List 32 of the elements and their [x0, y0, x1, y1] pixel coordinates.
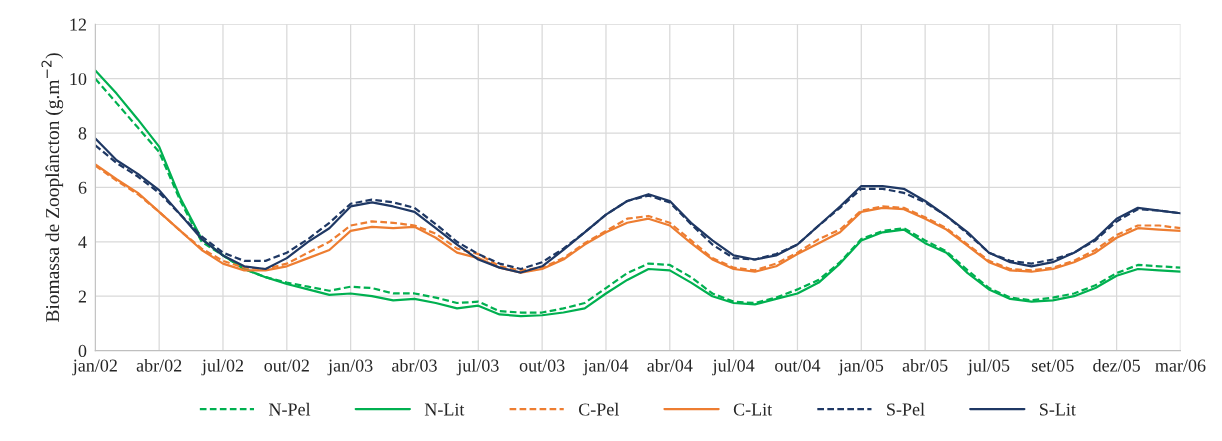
x-tick-label: jul/03: [456, 358, 499, 376]
y-tick-label: 2: [78, 290, 86, 303]
x-tick-label: out/04: [775, 359, 821, 372]
legend-label: N-Lit: [424, 403, 465, 416]
x-tick-label: jul/04: [712, 358, 755, 376]
y-tick-label: 12: [70, 18, 86, 31]
y-tick-label: 6: [78, 181, 87, 194]
x-tick-label: jan/04: [582, 359, 629, 376]
x-tick-label: abr/05: [902, 358, 948, 372]
x-tick-label: set/05: [1031, 359, 1074, 372]
legend-label: S-Pel: [887, 402, 925, 416]
legend-label: S-Lit: [1040, 403, 1076, 416]
x-tick-label: abr/04: [647, 358, 693, 372]
y-axis-title: Biomassa de Zooplâncton (g.m$^{−2}$): [41, 53, 64, 322]
x-tick-label: mar/06: [1155, 359, 1206, 372]
x-tick-label: abr/03: [392, 358, 437, 372]
y-tick-label: 0: [78, 344, 87, 358]
y-tick-label: 4: [78, 236, 87, 249]
y-tick-label: 10: [70, 72, 87, 86]
x-tick-label: jan/03: [327, 359, 373, 376]
x-tick-label: jan/05: [838, 359, 884, 376]
legend-label: C-Lit: [733, 403, 773, 416]
x-tick-label: out/03: [519, 359, 565, 372]
y-tick-label: 8: [78, 127, 87, 140]
legend-label: C-Pel: [578, 402, 619, 416]
x-tick-label: out/02: [264, 359, 309, 372]
x-tick-label: jan/02: [72, 359, 117, 376]
legend-label: N-Pel: [268, 402, 311, 416]
x-tick-label: abr/02: [136, 358, 182, 372]
x-tick-label: dez/05: [1093, 358, 1140, 372]
x-tick-label: jul/02: [201, 358, 244, 376]
x-tick-label: jul/05: [967, 358, 1010, 376]
